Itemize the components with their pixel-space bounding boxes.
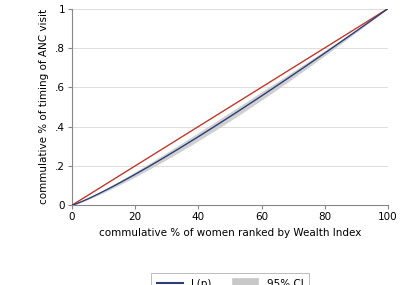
X-axis label: commulative % of women ranked by Wealth Index: commulative % of women ranked by Wealth …	[99, 228, 361, 238]
Y-axis label: commulative % of timing of ANC visit: commulative % of timing of ANC visit	[40, 9, 50, 204]
Legend: L(p), 95% CI: L(p), 95% CI	[152, 273, 308, 285]
